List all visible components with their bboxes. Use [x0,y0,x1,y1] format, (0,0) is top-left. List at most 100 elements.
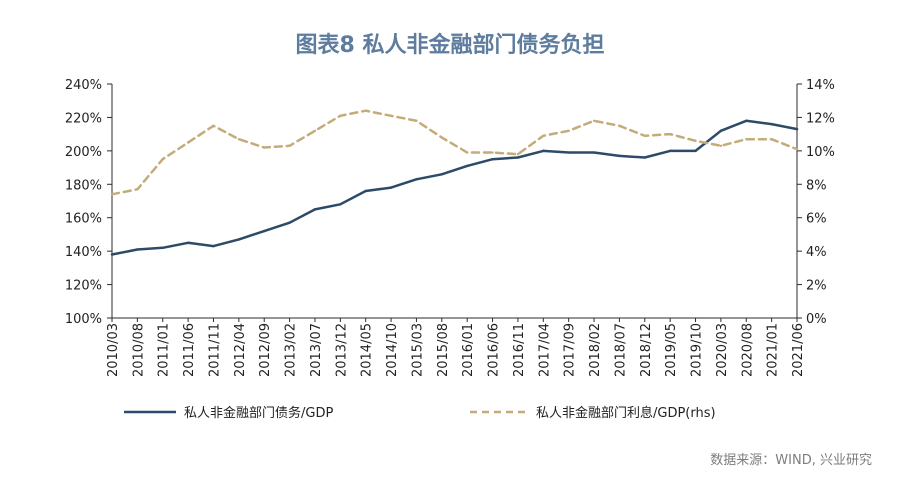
data-point-interest [440,136,444,139]
x-tick-label: 2010/08 [131,323,146,377]
chart-title: 图表8 私人非金融部门债务负担 [296,32,605,58]
x-tick-label: 2012/04 [233,323,248,377]
data-point-debt [567,151,570,154]
data-point-debt [542,149,545,153]
x-tick-label: 2017/09 [563,323,578,377]
x-tick-label: 2016/01 [461,323,476,377]
x-tick-label: 2019/05 [664,323,679,377]
data-point-interest [263,146,266,149]
x-tick-label: 2014/05 [360,323,375,377]
left-tick-label: 180% [65,178,102,193]
x-tick-label: 2018/07 [613,323,628,377]
data-point-debt [161,246,164,249]
x-tick-label: 2020/03 [715,323,730,377]
data-point-debt [339,203,342,206]
right-tick-label: 8% [806,178,827,193]
data-point-interest [288,144,291,148]
data-point-interest [694,139,697,143]
left-tick-label: 220% [65,111,102,126]
data-point-interest [313,129,317,132]
data-point-debt [491,158,494,161]
data-point-interest [516,153,520,156]
left-tick-label: 140% [65,245,102,260]
x-tick-label: 2020/08 [740,323,755,377]
x-tick-label: 2015/03 [410,323,425,377]
data-point-interest [237,137,241,141]
data-point-debt [186,241,190,244]
data-point-debt [719,129,723,132]
left-tick-label: 200% [65,145,102,160]
right-tick-label: 12% [806,111,835,126]
x-tick-label: 2017/04 [537,323,552,377]
data-point-interest [389,114,393,117]
data-point-interest [567,129,570,132]
left-tick-label: 240% [65,78,102,93]
legend-label-debt: 私人非金融部门债务/GDP [184,405,333,421]
data-point-debt [136,248,139,251]
right-tick-label: 0% [806,312,827,327]
data-point-interest [745,137,748,141]
x-tick-label: 2011/01 [157,323,172,377]
x-tick-label: 2018/02 [588,323,603,377]
x-tick-label: 2012/09 [258,323,273,377]
right-tick-label: 2% [806,279,827,294]
data-point-debt [618,154,621,158]
left-tick-label: 120% [65,279,102,294]
data-point-interest [212,124,215,127]
data-point-debt [694,149,697,153]
x-axis-ticks: 2010/03 2010/08 2011/01 2011/06 2011/11 2012/… [106,318,806,377]
data-point-debt [745,119,748,122]
series-line-debt [110,119,799,256]
data-point-debt [516,156,520,159]
data-point-debt [364,189,367,193]
left-tick-label: 100% [65,312,102,327]
data-point-interest [186,141,190,144]
plot-area: 100% 120% 140% 160% 180% 200% 220% 240% 0% 2% 4% 6… [65,78,835,377]
source-note: 数据来源：WIND, 兴业研究 [710,453,872,468]
data-point-debt [389,186,393,189]
data-point-interest [339,114,342,117]
data-point-interest [542,134,545,138]
data-point-debt [212,244,215,248]
data-point-debt [643,156,646,159]
data-point-interest [592,119,596,122]
data-point-interest [618,124,621,127]
x-tick-label: 2021/01 [766,323,781,377]
data-point-interest [491,151,494,154]
right-axis-ticks: 0% 2% 4% 6% 8% 10% 12% 14% [797,78,835,327]
data-point-debt [313,208,317,211]
x-tick-label: 2013/02 [284,323,299,377]
data-point-interest [110,193,114,196]
x-tick-label: 2019/10 [690,323,705,377]
data-point-interest [770,137,773,141]
x-tick-label: 2013/12 [334,323,349,377]
data-point-interest [719,144,723,148]
data-point-debt [795,127,799,131]
x-tick-label: 2011/11 [207,323,222,377]
x-tick-label: 2011/06 [182,323,197,377]
data-point-debt [668,149,672,153]
data-point-interest [795,147,799,151]
left-tick-label: 160% [65,212,102,227]
x-tick-label: 2015/08 [436,323,451,377]
x-tick-label: 2016/06 [487,323,502,377]
data-point-debt [592,151,596,154]
series-layer [110,109,799,256]
x-tick-label: 2010/03 [106,323,121,377]
data-point-debt [415,178,418,181]
data-point-debt [263,229,266,233]
x-tick-label: 2021/06 [791,323,806,377]
data-point-debt [770,122,773,126]
data-point-interest [415,119,418,122]
series-line-interest [110,109,799,196]
data-point-interest [643,134,646,138]
x-tick-label: 2014/10 [385,323,400,377]
data-point-debt [237,238,241,241]
right-tick-label: 14% [806,78,835,93]
legend: 私人非金融部门债务/GDP 私人非金融部门利息/GDP(rhs) [124,405,716,421]
data-point-interest [668,132,672,136]
right-tick-label: 6% [806,212,827,227]
right-tick-label: 10% [806,145,835,160]
left-axis-ticks: 100% 120% 140% 160% 180% 200% 220% 240% [65,78,112,327]
